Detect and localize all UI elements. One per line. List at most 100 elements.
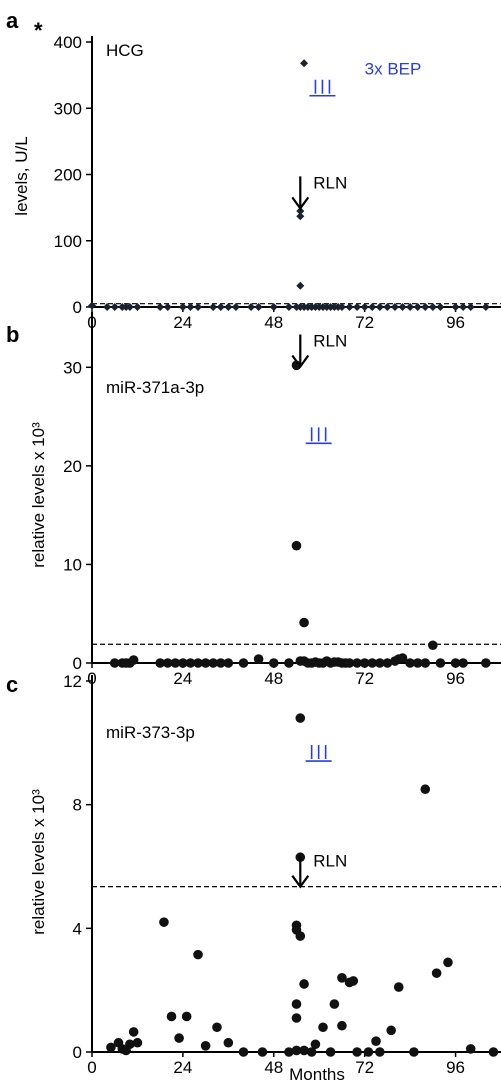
y-tick-label-a: 200 bbox=[54, 166, 82, 185]
data-point-b bbox=[253, 654, 264, 664]
y-tick-label-a: 400 bbox=[54, 33, 82, 52]
data-point-b bbox=[268, 658, 279, 668]
data-point-b bbox=[367, 658, 378, 668]
data-point-b bbox=[435, 658, 446, 668]
data-point-c bbox=[306, 1047, 317, 1057]
data-point-a bbox=[296, 206, 305, 215]
data-point-c bbox=[329, 999, 340, 1009]
data-point-b bbox=[420, 658, 431, 668]
data-point-b bbox=[375, 658, 385, 668]
data-point-a bbox=[133, 303, 142, 311]
data-point-c bbox=[125, 1039, 135, 1050]
data-point-c bbox=[325, 1047, 336, 1057]
data-point-a bbox=[353, 303, 362, 311]
data-point-a bbox=[368, 303, 377, 311]
data-point-a bbox=[186, 303, 195, 311]
data-point-b bbox=[162, 658, 173, 668]
data-point-b bbox=[299, 617, 309, 628]
data-point-a bbox=[436, 303, 445, 311]
y-tick-label-c: 4 bbox=[73, 919, 82, 938]
data-point-c bbox=[337, 1020, 347, 1031]
x-tick-label-c: 24 bbox=[173, 1058, 192, 1077]
y-tick-label-c: 12 bbox=[63, 672, 82, 691]
data-point-c bbox=[159, 917, 169, 927]
data-point-a bbox=[398, 303, 407, 311]
data-point-c bbox=[352, 1047, 362, 1057]
data-point-c bbox=[393, 982, 404, 992]
data-point-c bbox=[181, 1011, 192, 1022]
data-point-b bbox=[352, 658, 362, 668]
data-point-a bbox=[194, 303, 203, 311]
data-point-a bbox=[481, 303, 490, 311]
data-point-c bbox=[200, 1041, 211, 1051]
x-tick-label-b: 72 bbox=[355, 669, 374, 688]
data-point-b bbox=[458, 658, 468, 668]
data-point-b bbox=[405, 658, 415, 668]
x-tick-label-b: 24 bbox=[173, 669, 192, 688]
data-point-c bbox=[363, 1047, 374, 1057]
data-point-c bbox=[431, 968, 442, 978]
data-point-b bbox=[128, 655, 139, 665]
data-point-c bbox=[295, 713, 306, 723]
rln-arrow-head-a bbox=[291, 196, 310, 211]
data-point-c bbox=[375, 1047, 385, 1057]
data-point-b bbox=[215, 658, 226, 668]
data-point-a bbox=[390, 303, 399, 311]
data-point-b bbox=[382, 658, 393, 668]
y-tick-label-a: 100 bbox=[54, 232, 82, 251]
x-tick-label-b: 48 bbox=[264, 669, 283, 688]
series-label-mir373: miR-373-3p bbox=[106, 723, 195, 742]
data-point-c bbox=[310, 1039, 321, 1050]
x-tick-label-a: 72 bbox=[355, 313, 374, 332]
data-point-c bbox=[337, 973, 347, 983]
series-label-mir371: miR-371a-3p bbox=[106, 378, 204, 397]
data-point-c bbox=[409, 1047, 419, 1057]
data-point-b bbox=[481, 658, 491, 668]
bep-label: 3x BEP bbox=[365, 59, 422, 78]
y-tick-label-b: 0 bbox=[73, 654, 82, 673]
x-tick-label-a: 96 bbox=[446, 313, 465, 332]
data-point-c bbox=[106, 1042, 116, 1053]
x-tick-label-c: 96 bbox=[446, 1058, 465, 1077]
x-tick-label-a: 48 bbox=[264, 313, 283, 332]
rln-label-c: RLN bbox=[313, 852, 347, 871]
data-point-b bbox=[284, 658, 294, 668]
data-point-a bbox=[337, 303, 346, 311]
data-point-a bbox=[88, 301, 96, 310]
data-point-b bbox=[170, 658, 181, 668]
data-point-c bbox=[257, 1047, 268, 1057]
data-point-a bbox=[224, 303, 233, 311]
data-point-a bbox=[383, 303, 392, 311]
data-point-a bbox=[125, 303, 134, 311]
data-point-c bbox=[420, 784, 431, 795]
data-point-c bbox=[193, 949, 203, 960]
x-tick-label-c: 48 bbox=[264, 1058, 283, 1077]
data-point-a bbox=[103, 303, 112, 311]
y-tick-label-c: 8 bbox=[73, 796, 82, 815]
data-point-c bbox=[299, 979, 309, 989]
data-point-b bbox=[359, 658, 370, 668]
data-point-c bbox=[443, 957, 453, 968]
panel-letter-c: c bbox=[6, 672, 18, 697]
data-point-a bbox=[459, 303, 468, 311]
data-point-a bbox=[156, 303, 165, 311]
data-point-c bbox=[238, 1047, 249, 1057]
data-point-c bbox=[488, 1047, 499, 1057]
data-point-c bbox=[299, 1045, 309, 1056]
y-tick-label-b: 20 bbox=[63, 457, 82, 476]
data-point-c bbox=[284, 1047, 294, 1057]
y-axis-title-a: levels, U/L bbox=[12, 136, 31, 215]
data-point-b bbox=[185, 658, 196, 668]
data-point-c bbox=[465, 1044, 476, 1054]
data-point-b bbox=[223, 658, 234, 668]
data-point-c bbox=[348, 976, 359, 986]
rln-label-b: RLN bbox=[313, 332, 347, 351]
data-point-c bbox=[291, 1045, 302, 1056]
data-point-a bbox=[247, 303, 256, 311]
data-point-a bbox=[375, 303, 384, 311]
data-point-b bbox=[291, 540, 302, 551]
y-tick-label-b: 30 bbox=[63, 358, 82, 377]
data-point-b bbox=[397, 653, 408, 663]
data-point-a bbox=[231, 303, 240, 311]
